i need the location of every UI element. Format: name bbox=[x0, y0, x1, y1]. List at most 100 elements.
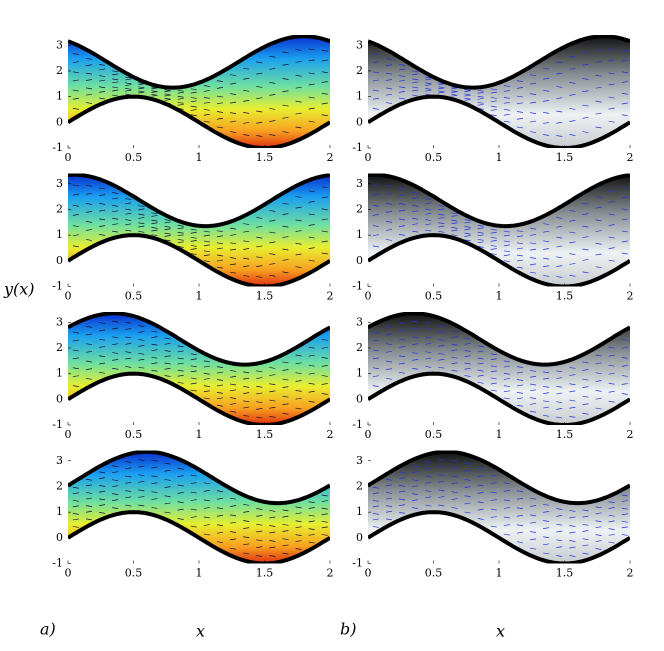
velocity-dash bbox=[112, 327, 119, 330]
velocity-dash bbox=[177, 345, 184, 348]
velocity-dash bbox=[490, 240, 497, 242]
velocity-dash bbox=[530, 547, 537, 550]
velocity-dash bbox=[177, 234, 184, 237]
velocity-dash bbox=[308, 120, 315, 123]
velocity-dash bbox=[451, 507, 458, 509]
velocity-dash bbox=[582, 403, 589, 406]
velocity-dash bbox=[308, 48, 315, 51]
velocity-dash bbox=[99, 512, 106, 514]
velocity-dash bbox=[190, 482, 197, 484]
velocity-dash bbox=[372, 513, 379, 515]
velocity-dash bbox=[582, 78, 589, 80]
velocity-dash bbox=[399, 512, 406, 514]
x-tick-label: 2 bbox=[327, 290, 334, 303]
velocity-dash bbox=[608, 364, 615, 367]
velocity-dash bbox=[438, 83, 445, 86]
velocity-dash bbox=[269, 516, 276, 519]
velocity-dash bbox=[438, 480, 445, 483]
velocity-dash bbox=[138, 225, 145, 228]
velocity-dash bbox=[490, 499, 497, 501]
velocity-dash bbox=[412, 78, 419, 81]
velocity-dash bbox=[295, 86, 302, 89]
velocity-dash bbox=[308, 346, 315, 349]
velocity-dash bbox=[295, 520, 302, 523]
velocity-dash bbox=[243, 100, 250, 102]
velocity-dash bbox=[295, 49, 302, 51]
y-tick-label: 0 bbox=[56, 392, 63, 405]
velocity-dash bbox=[503, 254, 510, 257]
velocity-dash bbox=[230, 375, 237, 378]
velocity-dash bbox=[412, 197, 419, 200]
y-tick-label: 0 bbox=[56, 115, 63, 128]
velocity-dash bbox=[385, 518, 393, 521]
velocity-dash bbox=[608, 236, 615, 239]
velocity-dash bbox=[582, 386, 589, 388]
velocity-dash bbox=[308, 501, 315, 504]
velocity-dash bbox=[621, 81, 628, 83]
velocity-dash bbox=[451, 336, 458, 338]
velocity-dash bbox=[425, 496, 432, 499]
velocity-dash bbox=[308, 190, 315, 193]
velocity-dash bbox=[125, 336, 132, 339]
velocity-dash bbox=[256, 515, 263, 517]
velocity-dash bbox=[112, 343, 119, 346]
velocity-dash bbox=[99, 346, 106, 348]
y-tick-label: -1 bbox=[352, 280, 363, 293]
velocity-dash bbox=[112, 320, 119, 323]
velocity-dash bbox=[582, 530, 589, 532]
velocity-dash bbox=[295, 206, 302, 209]
x-tick-label: 0 bbox=[65, 428, 72, 441]
velocity-dash bbox=[269, 525, 276, 527]
velocity-dash bbox=[425, 351, 432, 354]
velocity-dash bbox=[216, 266, 224, 269]
velocity-dash bbox=[569, 525, 576, 527]
velocity-dash bbox=[230, 497, 237, 500]
velocity-dash bbox=[177, 475, 184, 477]
velocity-dash bbox=[543, 377, 550, 380]
velocity-dash bbox=[608, 354, 615, 357]
velocity-dash bbox=[399, 97, 406, 100]
velocity-dash bbox=[125, 366, 132, 368]
velocity-dash bbox=[530, 74, 537, 77]
velocity-dash bbox=[556, 61, 563, 64]
x-tick-label: 0.5 bbox=[425, 567, 443, 580]
y-tick-label: -1 bbox=[352, 418, 363, 431]
velocity-dash bbox=[230, 389, 237, 392]
velocity-dash bbox=[477, 374, 484, 377]
velocity-dash bbox=[385, 93, 393, 96]
velocity-dash bbox=[451, 222, 458, 225]
velocity-dash bbox=[321, 230, 328, 233]
velocity-dash bbox=[556, 121, 563, 124]
velocity-dash bbox=[490, 88, 497, 91]
velocity-dash bbox=[308, 514, 315, 517]
velocity-dash bbox=[282, 271, 289, 274]
velocity-dash bbox=[372, 71, 379, 74]
velocity-dash bbox=[282, 369, 289, 371]
velocity-dash bbox=[530, 257, 537, 259]
velocity-dash bbox=[243, 386, 250, 388]
velocity-dash bbox=[216, 80, 224, 82]
velocity-dash bbox=[543, 230, 550, 233]
velocity-dash bbox=[138, 496, 145, 498]
velocity-dash bbox=[451, 212, 458, 215]
velocity-dash bbox=[85, 192, 93, 195]
velocity-dash bbox=[582, 395, 589, 398]
velocity-dash bbox=[621, 534, 628, 536]
velocity-dash bbox=[321, 365, 328, 367]
velocity-dash bbox=[385, 350, 393, 353]
velocity-dash bbox=[321, 338, 328, 341]
velocity-dash bbox=[151, 498, 158, 500]
y-tick-label: 2 bbox=[56, 479, 63, 492]
velocity-dash bbox=[85, 360, 93, 363]
velocity-dash bbox=[243, 536, 250, 539]
x-tick-label: 1.5 bbox=[256, 567, 274, 580]
velocity-dash bbox=[138, 83, 145, 86]
velocity-dash bbox=[203, 372, 210, 375]
velocity-dash bbox=[477, 101, 484, 104]
velocity-dash bbox=[385, 510, 393, 513]
velocity-dash bbox=[85, 343, 93, 346]
velocity-dash bbox=[72, 245, 79, 248]
